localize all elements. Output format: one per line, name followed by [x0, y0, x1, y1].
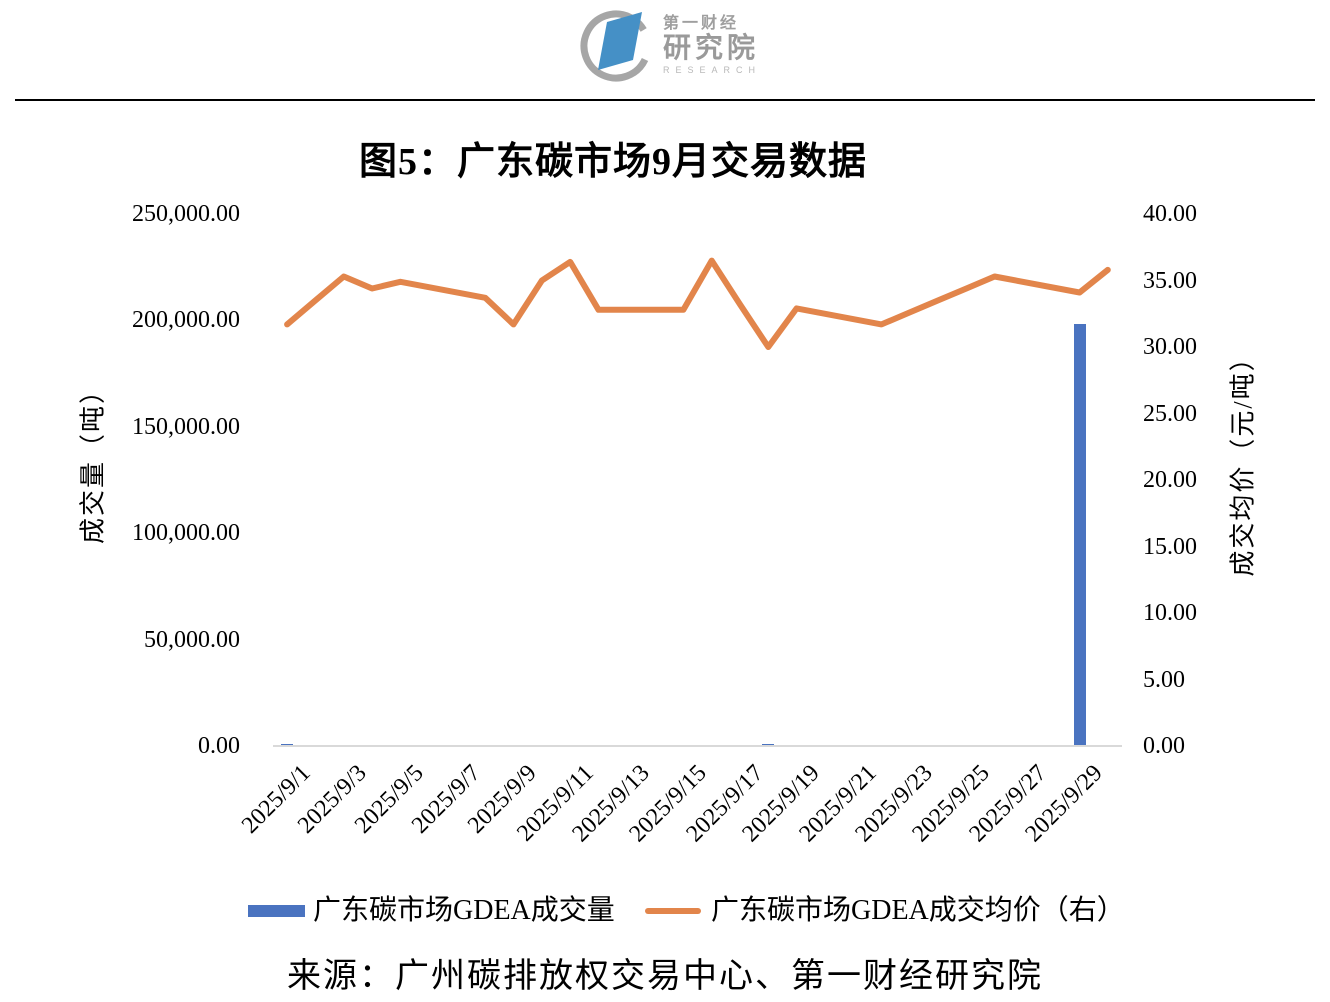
left-axis-title: 成交量（吨）: [78, 375, 108, 545]
volume-bar: [281, 743, 294, 746]
yicai-research-logo: 第一财经 研究院 RESEARCH: [578, 6, 761, 84]
logo-brand-line3: RESEARCH: [663, 64, 762, 75]
right-axis-tick-label: 30.00: [1143, 334, 1197, 360]
header-divider: [15, 99, 1315, 101]
logo-brand-line1: 第一财经: [663, 15, 740, 32]
price-line: [284, 257, 1111, 350]
left-axis-tick-label: 200,000.00: [132, 307, 240, 334]
right-axis-tick-label: 40.00: [1143, 201, 1197, 227]
left-axis-tick-label: 250,000.00: [132, 201, 240, 227]
legend-line-label: 广东碳市场GDEA成交均价（右）: [711, 895, 1125, 926]
right-axis-tick-label: 15.00: [1143, 533, 1197, 560]
left-axis-tick-label: 0.00: [198, 733, 240, 759]
right-axis-tick-label: 5.00: [1143, 666, 1185, 693]
left-axis-tick-label: 100,000.00: [132, 520, 240, 547]
right-axis-tick-label: 20.00: [1143, 467, 1197, 493]
logo-brand-line2: 研究院: [663, 31, 760, 63]
x-axis-line: [273, 745, 1122, 747]
right-axis-tick-label: 10.00: [1143, 600, 1197, 626]
left-axis-tick-label: 50,000.00: [144, 626, 240, 653]
volume-bar: [1073, 323, 1086, 746]
legend-line-swatch: [645, 908, 701, 914]
right-axis-tick-label: 0.00: [1143, 733, 1185, 759]
legend-bar-swatch: [248, 905, 305, 917]
right-axis-tick-label: 25.00: [1143, 400, 1197, 427]
legend-bar-label: 广东碳市场GDEA成交量: [313, 895, 615, 926]
logo-mark-icon: [580, 10, 652, 82]
right-axis-tick-label: 35.00: [1143, 267, 1197, 294]
chart-title: 图5：广东碳市场9月交易数据: [358, 141, 867, 183]
logo-text: 第一财经 研究院 RESEARCH: [663, 15, 761, 75]
left-axis-tick-label: 150,000.00: [132, 413, 240, 440]
right-axis-title: 成交均价（元/吨）: [1228, 343, 1258, 577]
source-note: 来源：广州碳排放权交易中心、第一财经研究院: [287, 958, 1043, 995]
